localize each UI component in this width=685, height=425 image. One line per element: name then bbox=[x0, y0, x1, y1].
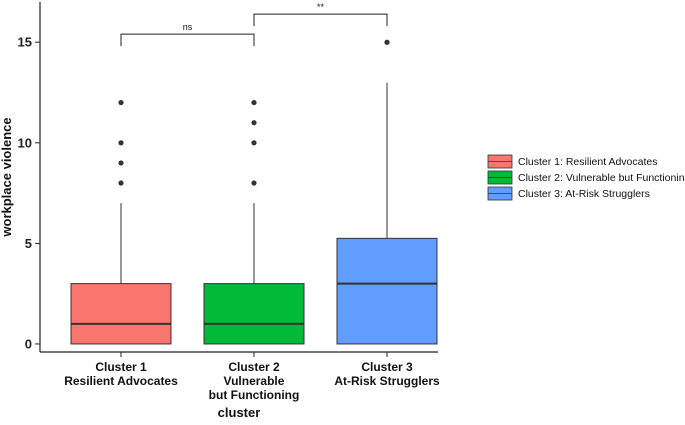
x-tick-label: Resilient Advocates bbox=[64, 374, 178, 388]
box-body bbox=[203, 283, 305, 345]
outlier-point bbox=[251, 99, 257, 106]
outlier-point bbox=[251, 120, 257, 126]
outlier-point bbox=[118, 160, 124, 166]
x-tick-label: Cluster 3 bbox=[361, 360, 413, 374]
outlier-point bbox=[118, 140, 124, 146]
x-tick-label: Cluster 1 bbox=[95, 360, 147, 374]
legend-label: Cluster 1: Resilient Advocates bbox=[518, 156, 657, 168]
outlier-point bbox=[384, 39, 390, 45]
box-body bbox=[70, 283, 172, 345]
legend-label: Cluster 2: Vulnerable but Functioning bbox=[518, 172, 685, 184]
x-axis-title: cluster bbox=[218, 405, 261, 420]
outlier-point bbox=[251, 180, 257, 186]
x-tick-label: Cluster 2 bbox=[228, 360, 280, 374]
box-body bbox=[336, 237, 438, 345]
y-axis-title: workplace violence bbox=[0, 117, 14, 237]
significance-bracket bbox=[120, 33, 255, 47]
y-tick-label: 5 bbox=[25, 236, 32, 251]
plot-area: ns ** bbox=[70, 2, 438, 345]
legend: Cluster 1: Resilient Advocates Cluster 2:… bbox=[487, 154, 685, 201]
significance-bracket bbox=[253, 13, 388, 27]
x-tick-label: At-Risk Strugglers bbox=[334, 374, 440, 388]
x-tick-label: but Functioning bbox=[209, 388, 300, 402]
significance-label: ** bbox=[317, 2, 325, 12]
x-tick-label: Vulnerable bbox=[224, 374, 285, 388]
y-tick-label: 10 bbox=[18, 135, 32, 150]
y-tick-label: 15 bbox=[18, 35, 32, 50]
outlier-point bbox=[251, 140, 257, 146]
outlier-point bbox=[118, 99, 124, 106]
significance-label: ns bbox=[183, 22, 193, 32]
outlier-point bbox=[118, 180, 124, 186]
legend-label: Cluster 3: At-Risk Strugglers bbox=[518, 188, 650, 200]
y-tick-label: 0 bbox=[25, 336, 32, 351]
